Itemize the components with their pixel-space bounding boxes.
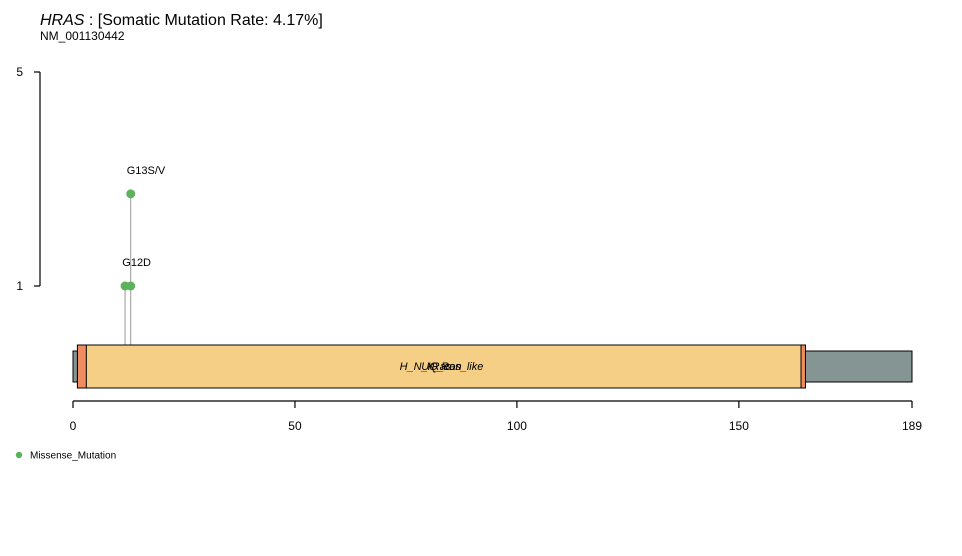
y-axis: 15	[16, 65, 41, 293]
x-axis: 0 50 100 150 189	[70, 400, 922, 433]
y-tick-label: 1	[16, 279, 23, 293]
y-tick-label: 5	[16, 65, 23, 79]
x-tick-label: 100	[507, 419, 527, 433]
domain-label: Ras	[432, 361, 452, 373]
legend-label: Missense_Mutation	[30, 451, 116, 462]
title-rest: : [Somatic Mutation Rate: 4.17%]	[84, 12, 322, 29]
domain-label: H_N_K_Ras_like	[400, 361, 484, 373]
mutation-labels: G12D G13S/V	[122, 165, 166, 269]
domain-label: UQ_con	[421, 361, 461, 373]
legend-marker	[15, 451, 23, 459]
gene-name: HRAS	[40, 12, 85, 29]
chart-title: HRAS : [Somatic Mutation Rate: 4.17%]	[40, 12, 323, 29]
mutation-point	[126, 189, 136, 199]
mutation-label: G13S/V	[127, 165, 166, 177]
x-tick-label: 0	[70, 419, 77, 433]
x-tick-label: 50	[288, 419, 302, 433]
lollipop-heads	[120, 189, 136, 291]
mutation-point	[126, 281, 136, 291]
mutation-label: G12D	[122, 257, 151, 269]
domain-edge-left	[76, 344, 87, 389]
legend: Missense_Mutation	[15, 451, 116, 462]
x-tick-label: 150	[729, 419, 749, 433]
chart-subtitle: NM_001130442	[40, 29, 125, 43]
lollipop-stems	[124, 193, 132, 345]
x-tick-label: 189	[902, 419, 922, 433]
domain-edge-right	[800, 344, 806, 389]
